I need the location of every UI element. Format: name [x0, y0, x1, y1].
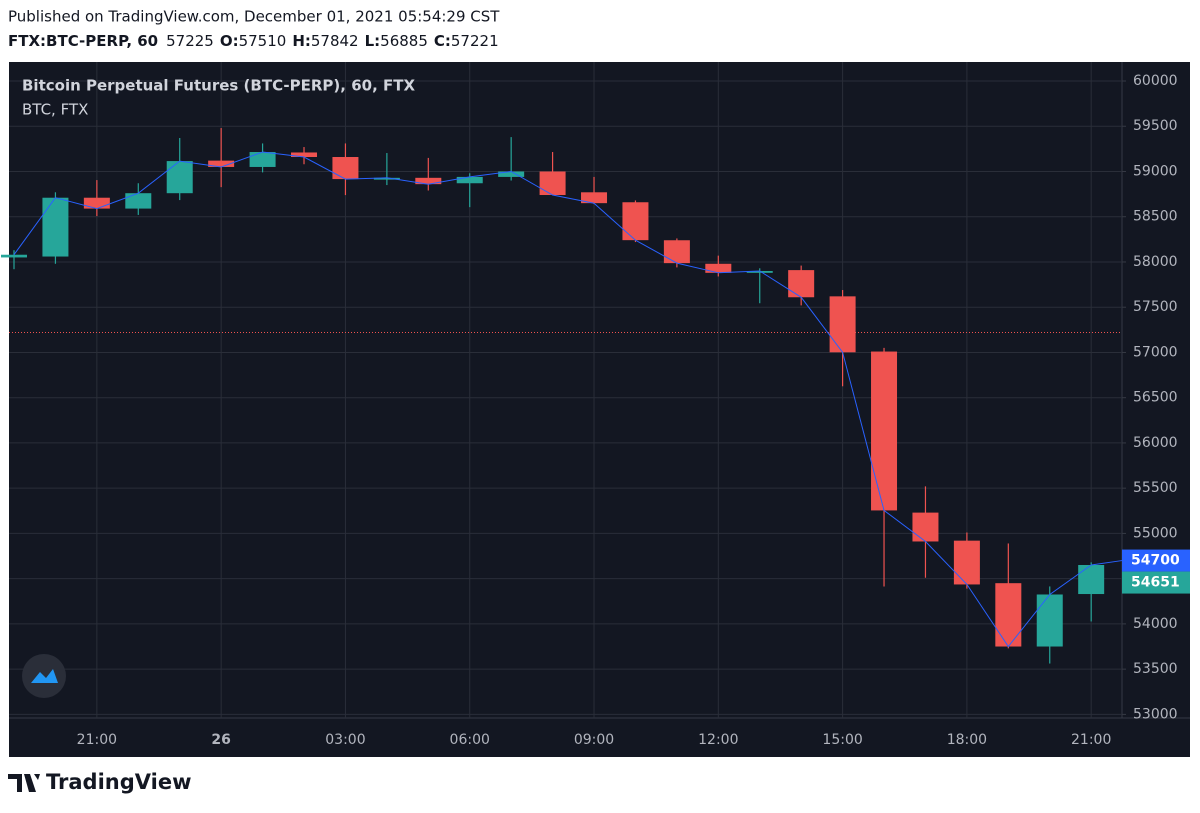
- ohlc-value: 56885: [380, 32, 428, 50]
- brand-name: TradingView: [46, 770, 191, 794]
- candle-body: [663, 240, 690, 264]
- candle-body: [291, 152, 318, 158]
- chart-subtitle: BTC, FTX: [22, 101, 88, 119]
- candle-body: [249, 152, 276, 167]
- candle-body: [1036, 594, 1063, 647]
- ohlc-value: 57510: [239, 32, 287, 50]
- candle-body: [498, 171, 525, 177]
- price-line-extension: [1091, 560, 1123, 566]
- candle-body: [788, 270, 815, 298]
- price-label: 54651: [1131, 575, 1180, 591]
- candle-body: [373, 177, 400, 180]
- candle-body: [332, 157, 359, 180]
- price-label-box: [1122, 571, 1190, 594]
- chart-title: Bitcoin Perpetual Futures (BTC-PERP), 60…: [22, 77, 415, 95]
- candle-body: [622, 202, 649, 241]
- y-tick-label: 53000: [1133, 706, 1178, 722]
- x-tick-label: 03:00: [325, 732, 365, 748]
- y-tick-label: 56500: [1133, 390, 1178, 406]
- candle-body: [83, 197, 110, 209]
- symbol: FTX:BTC-PERP, 60: [8, 32, 158, 50]
- x-tick-label: 15:00: [822, 732, 862, 748]
- ohlc-label: L:: [365, 32, 381, 50]
- symbol-line: FTX:BTC-PERP, 60 57225 O:57510 H:57842 L:568…: [8, 32, 499, 50]
- ohlc-label: O:: [220, 32, 239, 50]
- symbol-info: FTX:BTC-PERP, 60 57225 O:57510 H:57842 L:568…: [8, 32, 499, 50]
- x-tick-label: 21:00: [77, 732, 117, 748]
- y-tick-label: 59500: [1133, 118, 1178, 134]
- candle-body: [871, 351, 898, 511]
- y-tick-label: 53500: [1133, 661, 1178, 677]
- candle-body: [539, 171, 566, 196]
- candle-body: [1078, 564, 1105, 595]
- y-tick-label: 57000: [1133, 344, 1178, 360]
- y-tick-label: 60000: [1133, 73, 1178, 89]
- x-tick-label: 26: [211, 732, 230, 748]
- y-tick-label: 56000: [1133, 435, 1178, 451]
- y-tick-label: 55500: [1133, 480, 1178, 496]
- y-tick-label: 54000: [1133, 616, 1178, 632]
- brand: TradingView: [8, 770, 191, 794]
- x-tick-label: 18:00: [947, 732, 987, 748]
- price-label-box: [1122, 549, 1190, 572]
- candle-body: [705, 263, 732, 273]
- ohlc-label: C:: [434, 32, 451, 50]
- candle-body: [208, 160, 235, 167]
- y-tick-label: 55000: [1133, 525, 1178, 541]
- x-tick-label: 12:00: [698, 732, 738, 748]
- y-tick-label: 58000: [1133, 254, 1178, 270]
- candle-body: [42, 197, 69, 257]
- candle-body: [829, 296, 856, 353]
- candle-body: [456, 176, 483, 184]
- candle-body: [995, 583, 1022, 647]
- ohlc-value: 57842: [311, 32, 359, 50]
- candle-body: [1, 254, 27, 258]
- ohlc-value: 57221: [451, 32, 499, 50]
- x-tick-label: 21:00: [1071, 732, 1111, 748]
- candle-body: [912, 512, 939, 542]
- price-label: 54700: [1131, 553, 1180, 569]
- last-price: 57225: [166, 32, 214, 50]
- logo: [22, 654, 66, 698]
- close-line: [13, 151, 1092, 648]
- x-tick-label: 09:00: [574, 732, 614, 748]
- published-line: Published on TradingView.com, December 0…: [8, 8, 500, 26]
- candle-body: [125, 193, 152, 209]
- y-tick-label: 58500: [1133, 209, 1178, 225]
- y-tick-label: 57500: [1133, 299, 1178, 315]
- ohlc-label: H:: [292, 32, 311, 50]
- candle-body: [746, 271, 773, 273]
- candle-body: [953, 540, 980, 585]
- plot: 5300053500540005450055000555005600056500…: [1, 62, 1190, 748]
- candle-body: [415, 177, 442, 185]
- y-tick-label: 59000: [1133, 163, 1178, 179]
- candle-body: [581, 192, 608, 204]
- x-tick-label: 06:00: [450, 732, 490, 748]
- candle-body: [166, 161, 193, 194]
- chart-panel: [9, 62, 1190, 757]
